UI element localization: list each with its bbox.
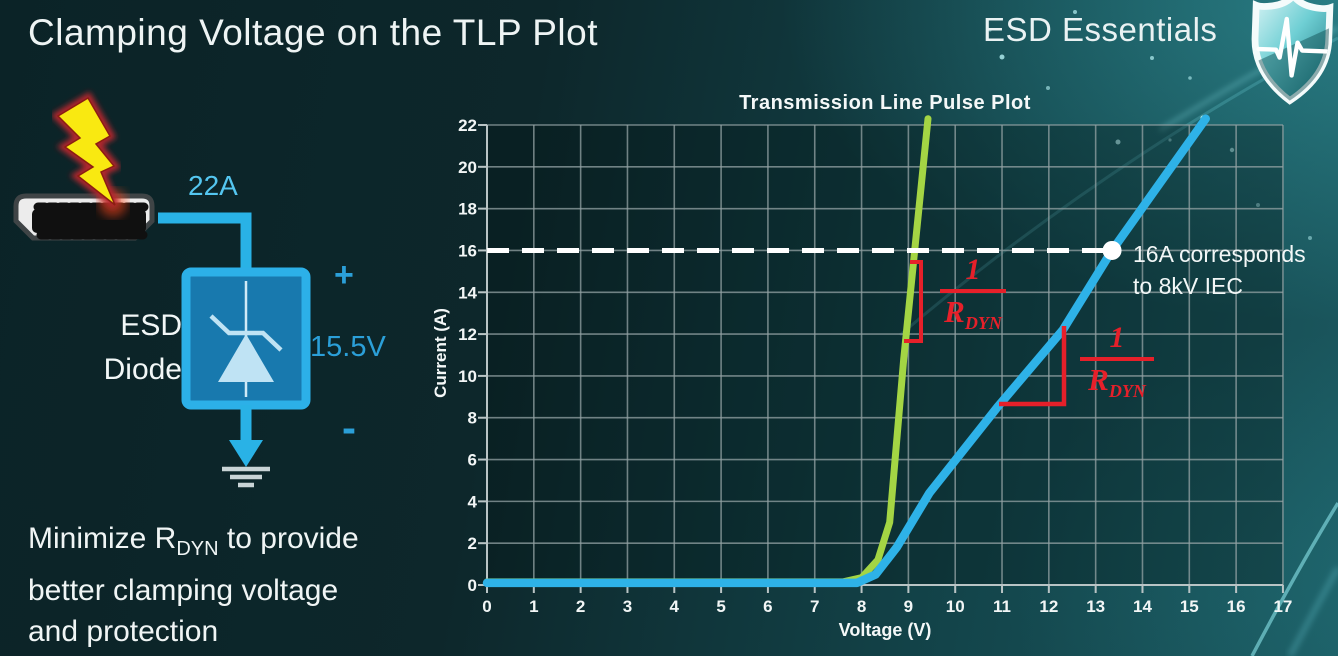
y-tick-label: 18 (458, 200, 477, 219)
page-title: Clamping Voltage on the TLP Plot (28, 12, 599, 53)
x-tick-label: 0 (482, 597, 491, 616)
takeaway-note: Minimize RDYN to provide better clamping… (28, 518, 359, 652)
y-tick-label: 10 (458, 367, 477, 386)
plus-sign: + (334, 256, 354, 294)
clamp-voltage-label: 15.5V (310, 331, 386, 363)
curve-high-rdyn (482, 114, 1210, 588)
fraction-bar (940, 289, 1006, 293)
lightning-bolt-icon (50, 91, 122, 209)
grid-lines (486, 124, 1284, 586)
x-axis-label: Voltage (V) (838, 620, 932, 640)
x-tick-label: 3 (623, 597, 632, 616)
note-line3: and protection (28, 615, 219, 648)
y-tick-label: 6 (468, 451, 477, 470)
x-tick-label: 6 (763, 597, 772, 616)
chart-title: Transmission Line Pulse Plot (739, 92, 1031, 114)
x-tick-label: 16 (1227, 597, 1246, 616)
x-tick-label: 11 (993, 597, 1011, 616)
marker-annotation-line2: to 8kV IEC (1133, 273, 1243, 299)
x-tick-label: 2 (576, 597, 585, 616)
fraction-numerator: 1 (965, 253, 981, 286)
brand-name: ESD Essentials (983, 11, 1218, 48)
esd-diode-label: ESD Diode (72, 304, 182, 392)
x-tick-label: 13 (1086, 597, 1105, 616)
surge-current-label: 22A (188, 170, 238, 201)
arrow-head (229, 440, 263, 467)
axis-tick-labels: 0 1 2 3 4 5 6 7 8 9 10 11 12 13 14 15 16 1702468101214161… (458, 116, 1292, 616)
esd-diode-icon (181, 267, 311, 410)
note-line1: Minimize RDYN to provide (28, 522, 359, 560)
circuit-diagram (13, 91, 311, 488)
slope-bracket-blue (999, 326, 1067, 407)
marker-dot-16a (1102, 240, 1122, 260)
slope-fraction-green: 1 RDYN (934, 254, 1012, 340)
fraction-denominator: RDYN (944, 294, 1002, 334)
x-tick-label: 17 (1273, 597, 1292, 616)
y-tick-label: 16 (458, 241, 477, 260)
fraction-numerator: 1 (1109, 321, 1125, 354)
fraction-bar (1080, 357, 1154, 361)
y-axis-label: Current (A) (431, 308, 450, 398)
x-tick-label: 1 (529, 597, 538, 616)
slope-fraction-blue: 1 RDYN (1074, 322, 1160, 408)
wire (158, 212, 252, 276)
fraction-denominator: RDYN (1088, 362, 1146, 402)
y-tick-label: 20 (458, 158, 477, 177)
esd-diode-label-line2: Diode (103, 353, 182, 386)
note-line2: better clamping voltage (28, 574, 339, 607)
x-tick-label: 14 (1133, 597, 1152, 616)
marker-annotation-line1: 16A corresponds (1133, 241, 1306, 267)
y-tick-label: 0 (468, 576, 477, 595)
y-tick-label: 8 (468, 409, 477, 428)
hdmi-connector-icon (13, 193, 155, 241)
plot-area (487, 125, 1283, 585)
slope-bracket-green (904, 260, 923, 343)
x-tick-label: 5 (716, 597, 725, 616)
y-tick-label: 14 (458, 283, 477, 302)
marker-annotation: 16A corresponds to 8kV IEC (1133, 238, 1306, 302)
y-tick-label: 4 (468, 492, 478, 511)
x-tick-label: 15 (1180, 597, 1199, 616)
esd-diode-label-line1: ESD (120, 309, 182, 342)
y-tick-label: 22 (458, 116, 477, 135)
x-tick-label: 12 (1039, 597, 1058, 616)
y-tick-label: 12 (458, 325, 477, 344)
x-tick-label: 7 (810, 597, 819, 616)
x-tick-label: 10 (946, 597, 965, 616)
x-tick-label: 4 (670, 597, 680, 616)
x-tick-label: 9 (904, 597, 913, 616)
y-tick-label: 2 (468, 534, 477, 553)
x-tick-label: 8 (857, 597, 866, 616)
minus-sign: - (342, 404, 356, 451)
ground-icon (222, 466, 270, 488)
